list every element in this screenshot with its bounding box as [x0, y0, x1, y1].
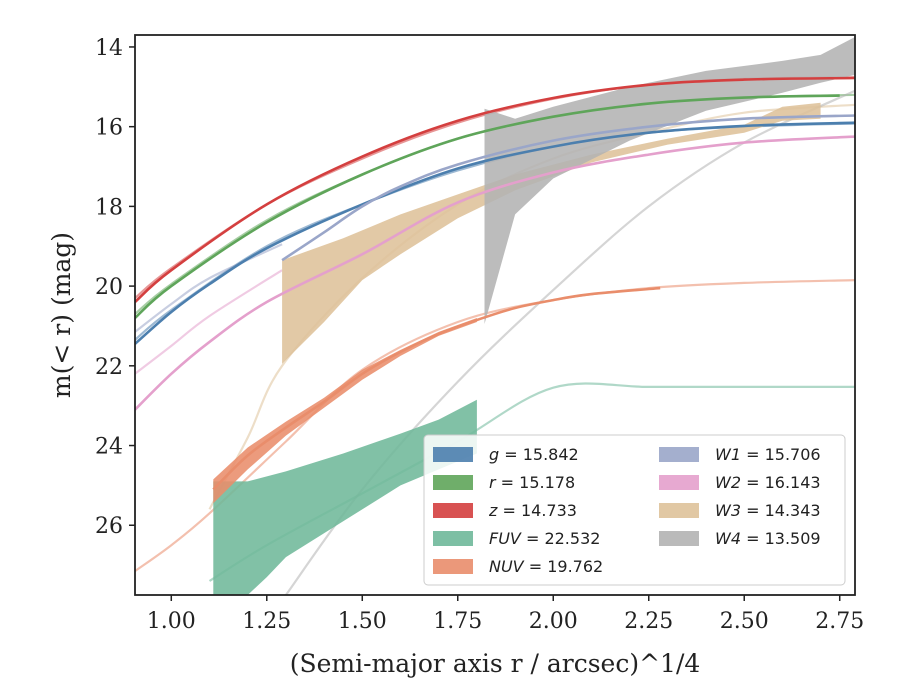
y-tick-label: 24 [95, 435, 123, 460]
x-tick-label: 2.50 [720, 609, 769, 634]
y-tick-label: 14 [95, 36, 123, 61]
y-tick-label: 26 [95, 514, 123, 539]
legend-box [423, 434, 846, 586]
axes-frame [134, 34, 856, 596]
legend-swatch [659, 475, 699, 490]
y-tick-label: 16 [95, 116, 123, 141]
series-3-uncertainty-band [213, 399, 477, 595]
legend-label: FUV = 22.532 [489, 529, 600, 548]
series-2-line [135, 76, 855, 303]
legend-swatch [433, 503, 473, 518]
axis-ticks: 1.00 1.25 1.50 1.75 2.00 2.25 2.50 2.75 14 16 18 20… [95, 36, 864, 634]
legend-label: g = 15.842 [489, 445, 579, 464]
legend-swatch [659, 447, 699, 462]
legend-label: W1 = 15.706 [715, 445, 821, 464]
series-6-line [135, 135, 855, 411]
y-tick-label: 22 [95, 355, 123, 380]
series-4-extrapolated-line [135, 279, 855, 572]
series-1-line [135, 94, 840, 319]
legend-label: NUV = 19.762 [489, 557, 603, 576]
series-0-line [135, 121, 855, 345]
x-axis-label: (Semi-major axis r / arcsec)^1/4 [290, 649, 701, 678]
legend-label: z = 14.733 [488, 501, 577, 520]
legend-swatch [659, 503, 699, 518]
legend-label: W2 = 16.143 [715, 473, 821, 492]
series-7-uncertainty-band [282, 102, 821, 364]
series-5-line [281, 114, 855, 262]
legend-swatch [433, 447, 473, 462]
x-tick-label: 1.25 [242, 609, 291, 634]
series-8-uncertainty-band [484, 37, 855, 324]
series-6-extrapolated-line [135, 269, 283, 375]
legend-swatch [433, 559, 473, 574]
legend-label: W3 = 14.343 [715, 501, 821, 520]
x-tick-label: 1.50 [338, 609, 387, 634]
x-tick-label: 1.00 [147, 609, 196, 634]
x-tick-label: 1.75 [433, 609, 482, 634]
legend-swatch [433, 475, 473, 490]
legend-swatch [659, 531, 699, 546]
y-axis-label: m(< r) (mag) [47, 232, 76, 398]
x-tick-label: 2.75 [815, 609, 864, 634]
plot-area [135, 37, 855, 595]
x-tick-label: 2.00 [529, 609, 578, 634]
series-4-line [212, 286, 661, 491]
legend-swatch [433, 531, 473, 546]
legend-label: W4 = 13.509 [715, 529, 821, 548]
x-tick-label: 2.25 [624, 609, 673, 634]
y-tick-label: 18 [95, 195, 123, 220]
legend-label: r = 15.178 [489, 473, 575, 492]
y-tick-label: 20 [95, 275, 123, 300]
legend: g = 15.842 r = 15.178 z = 14.733 FUV = 22.5… [423, 434, 846, 586]
